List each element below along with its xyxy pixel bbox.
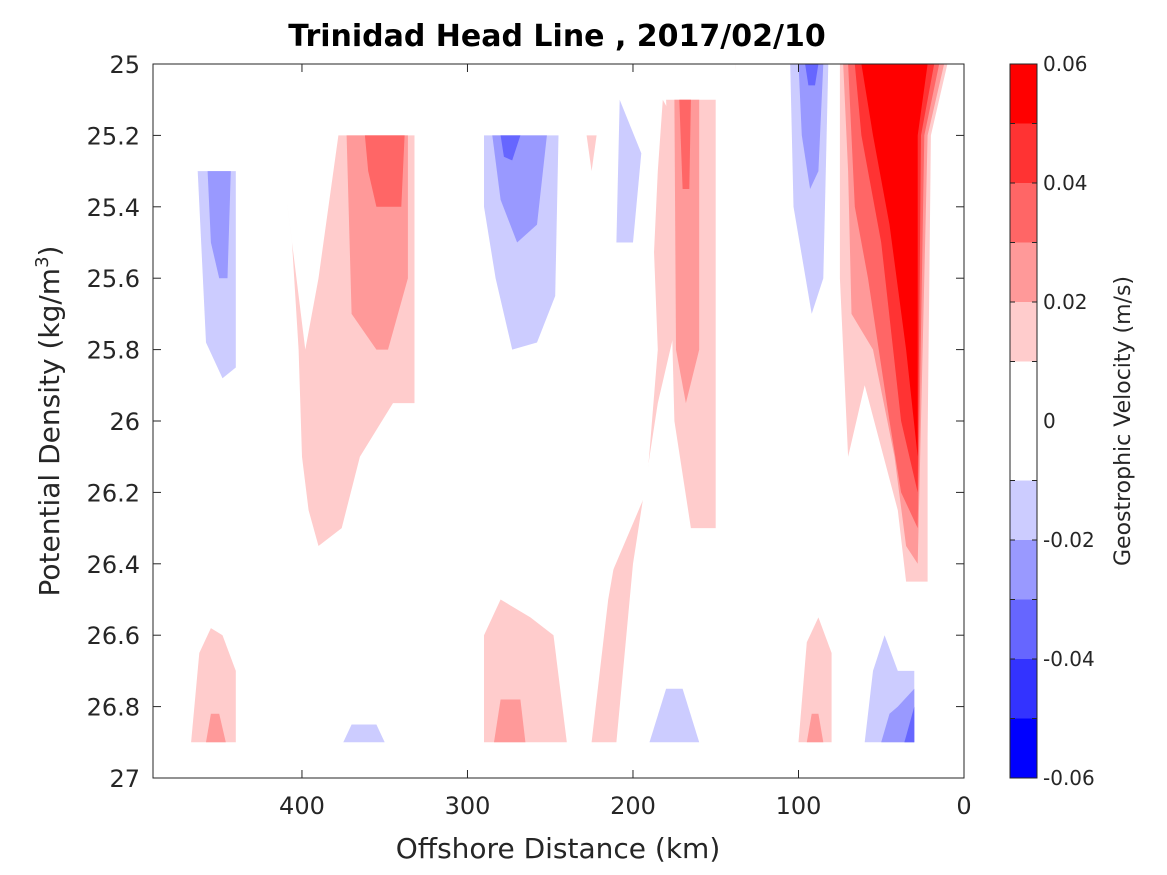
y-tick-label: 25.2	[87, 122, 140, 150]
x-tick-label: 400	[279, 792, 325, 820]
contour-region-5	[364, 135, 405, 207]
colorbar-tick-label: 0.02	[1043, 290, 1088, 314]
colorbar-tick-label: -0.06	[1043, 766, 1095, 790]
y-tick-label: 26.2	[87, 479, 140, 507]
colorbar-bin	[1010, 123, 1037, 183]
contour-region-21	[679, 99, 691, 189]
contour-region-17	[586, 135, 597, 172]
contour-region-31	[798, 64, 824, 189]
y-axis-title-sup: 3	[32, 256, 53, 267]
colorbar-bin	[1010, 64, 1037, 124]
colorbar-bin	[1010, 599, 1037, 659]
contour-region-7	[206, 713, 226, 743]
x-tick-label: 0	[956, 792, 971, 820]
contour-regions	[189, 64, 948, 743]
contour-region-10	[434, 135, 451, 296]
colorbar-tick-label: 0	[1043, 409, 1056, 433]
colorbar-tick-labels: 0.06 0.04 0.02 0 -0.02 -0.04 -0.06	[1043, 52, 1095, 790]
y-axis-title-main: Potential Density (kg/m	[33, 268, 66, 597]
y-tick-label: 25.8	[87, 337, 140, 365]
contour-region-20	[674, 99, 700, 404]
contour-region-38	[904, 706, 915, 743]
y-tick-label: 26	[109, 408, 140, 436]
contour-region-22	[583, 99, 658, 600]
contour-region-13	[492, 135, 547, 243]
y-tick-label: 26.8	[87, 694, 140, 722]
colorbar-bins	[1010, 64, 1037, 778]
colorbar-bin	[1010, 718, 1037, 778]
plot-area	[152, 63, 965, 779]
y-axis-ticks	[153, 63, 964, 779]
y-tick-label: 25	[109, 51, 140, 79]
colorbar-tick-label: 0.06	[1043, 52, 1088, 76]
colorbar-bin	[1010, 659, 1037, 719]
x-axis-ticks	[301, 64, 965, 778]
contour-region-23	[616, 99, 642, 243]
contour-region-14	[500, 135, 521, 161]
y-tick-label: 26.4	[87, 551, 140, 579]
x-tick-label: 100	[776, 792, 822, 820]
y-tick-label: 27	[109, 765, 140, 793]
x-tick-label: 200	[610, 792, 656, 820]
contour-region-32	[805, 64, 819, 86]
contour-region-25	[649, 688, 700, 743]
contour-region-28	[719, 64, 807, 636]
contour-region-34	[806, 713, 824, 743]
colorbar-bin	[1010, 480, 1037, 540]
colorbar-bin	[1010, 540, 1037, 600]
contour-region-18	[591, 99, 683, 743]
colorbar-tick-label: -0.04	[1043, 647, 1095, 671]
x-axis-title: Offshore Distance (km)	[396, 832, 721, 865]
colorbar-bin	[1010, 302, 1037, 362]
contour-region-16	[494, 699, 526, 743]
colorbar-ticks	[1010, 63, 1037, 779]
y-tick-label: 26.6	[87, 622, 140, 650]
colorbar-frame	[1009, 63, 1038, 779]
contour-region-9	[343, 724, 385, 743]
y-tick-label: 25.4	[87, 194, 140, 222]
colorbar: 0.06 0.04 0.02 0 -0.02 -0.04 -0.06 Geostrophic…	[1009, 52, 1136, 790]
y-axis-title-close: )	[33, 246, 66, 257]
colorbar-bin	[1010, 361, 1037, 481]
x-axis-tick-labels: 400 300 200 100 0	[279, 792, 972, 820]
contour-region-43	[861, 64, 928, 457]
y-axis-title: Potential Density (kg/m3)	[32, 246, 66, 597]
contour-region-2	[207, 171, 231, 279]
contour-region-37	[881, 688, 915, 743]
x-tick-label: 300	[445, 792, 491, 820]
colorbar-bin	[1010, 183, 1037, 243]
colorbar-tick-label: -0.02	[1043, 528, 1095, 552]
contour-region-33	[798, 617, 832, 743]
y-tick-label: 25.6	[87, 265, 140, 293]
colorbar-bin	[1010, 242, 1037, 302]
y-axis-tick-labels: 25 25.2 25.4 25.6 25.8 26 26.2 26.4 26.6 26.8 27	[87, 51, 140, 793]
contour-region-6	[191, 628, 236, 743]
contour-region-8	[330, 617, 412, 743]
chart-title: Trinidad Head Line , 2017/02/10	[288, 19, 825, 54]
colorbar-title: Geostrophic Velocity (m/s)	[1111, 276, 1136, 566]
contour-region-35	[839, 438, 918, 743]
colorbar-tick-label: 0.04	[1043, 171, 1088, 195]
